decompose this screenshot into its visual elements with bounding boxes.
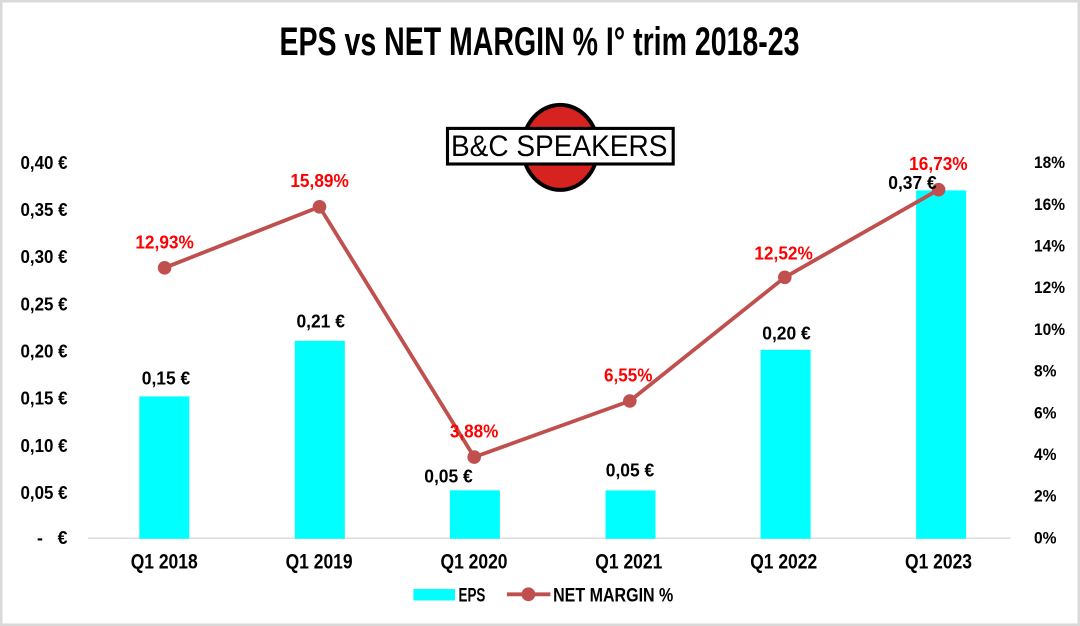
- svg-text:NET MARGIN %: NET MARGIN %: [553, 584, 673, 606]
- svg-text:0,35 €: 0,35 €: [21, 200, 68, 220]
- svg-text:10%: 10%: [1034, 320, 1065, 339]
- svg-text:12,93%: 12,93%: [135, 231, 194, 252]
- svg-text:14%: 14%: [1034, 237, 1065, 256]
- svg-text:16%: 16%: [1034, 195, 1065, 214]
- svg-text:3,88%: 3,88%: [450, 420, 499, 441]
- svg-text:0,05 €: 0,05 €: [424, 466, 473, 487]
- svg-text:16,73%: 16,73%: [909, 153, 968, 174]
- svg-text:0,37 €: 0,37 €: [888, 172, 937, 193]
- svg-text:0,40 €: 0,40 €: [21, 153, 68, 173]
- svg-text:0,15 €: 0,15 €: [21, 389, 68, 409]
- svg-text:0,21 €: 0,21 €: [296, 311, 345, 332]
- svg-text:0,05 €: 0,05 €: [21, 483, 68, 503]
- svg-text:0,05 €: 0,05 €: [606, 459, 655, 480]
- svg-text:6%: 6%: [1034, 403, 1057, 422]
- svg-text:2%: 2%: [1034, 487, 1057, 506]
- svg-text:- €: - €: [37, 528, 68, 548]
- svg-text:15,89%: 15,89%: [290, 170, 349, 191]
- svg-text:Q1 2019: Q1 2019: [286, 550, 353, 573]
- svg-text:0,20 €: 0,20 €: [21, 342, 68, 362]
- svg-text:0,20 €: 0,20 €: [762, 322, 811, 343]
- svg-text:0,10 €: 0,10 €: [21, 436, 68, 456]
- svg-text:6,55%: 6,55%: [604, 364, 653, 385]
- svg-text:Q1 2018: Q1 2018: [131, 550, 198, 573]
- svg-text:0%: 0%: [1034, 528, 1057, 547]
- svg-text:Q1 2021: Q1 2021: [595, 550, 662, 573]
- svg-text:12%: 12%: [1034, 278, 1065, 297]
- svg-text:18%: 18%: [1034, 153, 1065, 172]
- svg-text:EPS: EPS: [459, 584, 486, 606]
- svg-text:EPS vs NET MARGIN % I° trim 20: EPS vs NET MARGIN % I° trim 2018-23: [280, 20, 800, 64]
- svg-text:Q1 2022: Q1 2022: [750, 550, 817, 573]
- svg-text:0,30 €: 0,30 €: [21, 247, 68, 267]
- svg-text:Q1 2020: Q1 2020: [441, 550, 508, 573]
- svg-text:0,25 €: 0,25 €: [21, 294, 68, 314]
- svg-text:8%: 8%: [1034, 362, 1057, 381]
- svg-text:Q1 2023: Q1 2023: [905, 550, 972, 573]
- svg-text:4%: 4%: [1034, 445, 1057, 464]
- svg-text:B&C SPEAKERS: B&C SPEAKERS: [451, 130, 668, 163]
- svg-text:0,15 €: 0,15 €: [142, 368, 191, 389]
- svg-text:12,52%: 12,52%: [754, 243, 813, 264]
